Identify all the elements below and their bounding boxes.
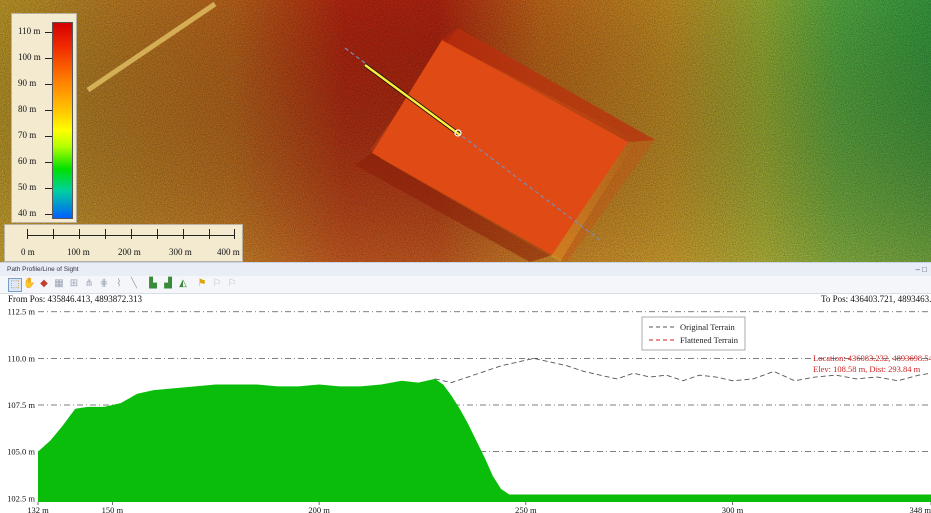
- y-tick-label: 105.0 m: [7, 447, 35, 457]
- scale-bar-line: [27, 235, 234, 236]
- legend-tick: [45, 136, 52, 137]
- legend-tick: [45, 188, 52, 189]
- original-terrain-line: [434, 357, 931, 384]
- legend-tick: [45, 32, 52, 33]
- legend-label: 60 m: [18, 156, 37, 166]
- flag-icon[interactable]: ⚑: [197, 278, 207, 289]
- x-tick-label: 132 m: [27, 505, 49, 513]
- terrain-profile-chart[interactable]: 112.5 m 110.0 m 107.5 m 105.0 m 102.5 m 132 m…: [0, 306, 931, 513]
- legend-tick: [45, 214, 52, 215]
- legend-label: 100 m: [18, 52, 41, 62]
- x-tick-label: 300 m: [722, 505, 744, 513]
- export-icon[interactable]: ▙: [149, 278, 157, 289]
- line-icon[interactable]: ╲: [130, 278, 138, 289]
- y-tick-label: 102.5 m: [7, 493, 35, 503]
- y-tick-label: 112.5 m: [7, 307, 35, 317]
- legend-tick: [45, 58, 52, 59]
- panel-window-controls[interactable]: – □: [915, 265, 927, 274]
- y-tick-label: 110.0 m: [7, 353, 35, 363]
- terrain-map-view[interactable]: 110 m 100 m 90 m 80 m 70 m 60 m 50 m 40 …: [0, 0, 931, 262]
- profile-toolbar: ⬚ ✋ ◆ ▦ ⊞ ⋔ ⋕ ⌇ ╲ ▙ ▟ ◭ ⚑ ⚐ ⚐: [0, 276, 931, 294]
- scale-tick: [105, 229, 106, 239]
- chart-icon[interactable]: ▟: [164, 278, 172, 289]
- terrain-icon[interactable]: ◆: [40, 278, 48, 289]
- legend-label: 70 m: [18, 130, 37, 140]
- scale-tick: [234, 229, 235, 239]
- path-profile-panel-header: Path Profile/Line of Sight – □: [0, 262, 931, 276]
- scale-label: 300 m: [169, 247, 192, 257]
- legend-frame: [641, 316, 746, 351]
- chart-series: [38, 357, 931, 502]
- flag-right-icon[interactable]: ⚐: [227, 278, 237, 289]
- terrain-map-image[interactable]: [0, 0, 931, 262]
- scale-tick: [53, 229, 54, 239]
- terrain-profile-svg[interactable]: 112.5 m 110.0 m 107.5 m 105.0 m 102.5 m 132 m…: [0, 306, 931, 513]
- x-tick-label: 200 m: [308, 505, 330, 513]
- scale-tick: [131, 229, 132, 239]
- legend-label: 80 m: [18, 104, 37, 114]
- to-position-text: To Pos: 436403.721, 4893463.3: [821, 294, 931, 304]
- legend-entry-flattened: Flattened Terrain: [680, 335, 739, 345]
- scale-bar: 0 m 100 m 200 m 300 m 400 m: [4, 224, 243, 262]
- legend-tick: [45, 110, 52, 111]
- path-edit-icon[interactable]: ⋕: [99, 278, 109, 289]
- legend-entry-original: Original Terrain: [680, 322, 735, 332]
- scale-label: 0 m: [21, 247, 35, 257]
- scale-tick: [27, 229, 28, 239]
- profile-positions: From Pos: 435846.413, 4893872.313 To Pos…: [0, 294, 931, 306]
- scale-tick: [183, 229, 184, 239]
- legend-label: 50 m: [18, 182, 37, 192]
- legend-tick: [45, 84, 52, 85]
- location-annotation: Location: 436083.232, 4893698.54 Elev: 1…: [813, 353, 931, 374]
- legend-tick: [45, 162, 52, 163]
- legend-label: 40 m: [18, 208, 37, 218]
- chart-axes: 112.5 m 110.0 m 107.5 m 105.0 m 102.5 m 132 m…: [7, 307, 931, 513]
- x-tick-label: 150 m: [102, 505, 124, 513]
- elevation-legend: 110 m 100 m 90 m 80 m 70 m 60 m 50 m 40 …: [11, 13, 77, 223]
- scale-label: 200 m: [118, 247, 141, 257]
- chart-legend: Original Terrain Flattened Terrain: [641, 316, 746, 351]
- profile-icon[interactable]: ◭: [179, 278, 187, 289]
- scale-label: 400 m: [217, 247, 240, 257]
- select-icon[interactable]: ⬚: [8, 278, 22, 292]
- panel-title: Path Profile/Line of Sight: [7, 266, 79, 273]
- legend-color-ramp: [52, 22, 73, 219]
- legend-label: 90 m: [18, 78, 37, 88]
- annotation-location: Location: 436083.232, 4893698.54: [813, 353, 931, 363]
- x-tick-label: 348 m: [910, 505, 931, 513]
- pan-icon[interactable]: ✋: [23, 278, 36, 289]
- from-position-text: From Pos: 435846.413, 4893872.313: [8, 294, 143, 304]
- measure-icon[interactable]: ⌇: [116, 278, 122, 289]
- scale-tick: [79, 229, 80, 239]
- flag-left-icon[interactable]: ⚐: [212, 278, 222, 289]
- x-tick-label: 250 m: [515, 505, 537, 513]
- flattened-terrain-area: [38, 378, 931, 502]
- zoom-icon[interactable]: ⊞: [69, 278, 79, 289]
- grid-icon[interactable]: ▦: [54, 278, 64, 289]
- path-icon[interactable]: ⋔: [84, 278, 94, 289]
- scale-tick: [157, 229, 158, 239]
- scale-tick: [209, 229, 210, 239]
- y-tick-label: 107.5 m: [7, 400, 35, 410]
- annotation-elevation: Elev: 108.58 m, Dist: 293.84 m: [813, 364, 921, 374]
- scale-label: 100 m: [67, 247, 90, 257]
- legend-label: 110 m: [18, 26, 41, 36]
